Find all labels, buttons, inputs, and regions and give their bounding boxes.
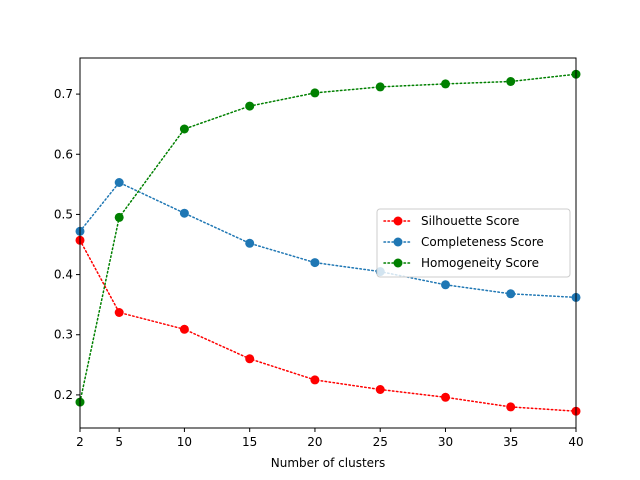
x-tick-label: 40 [568,435,583,449]
data-point [245,101,255,111]
x-tick-label: 25 [373,435,388,449]
legend-label: Completeness Score [421,235,544,249]
legend-item: Completeness Score [383,235,544,249]
data-point [114,308,124,317]
y-tick-label: 0.4 [54,268,73,282]
y-tick-label: 0.3 [54,328,73,342]
data-point [506,289,516,299]
x-tick-label: 20 [307,435,322,449]
data-point [179,208,189,218]
legend-item: Silhouette Score [383,214,519,228]
y-tick-label: 0.5 [54,207,73,221]
x-tick-label: 30 [438,435,453,449]
legend-marker [393,237,403,247]
data-point [310,88,320,98]
x-tick-label: 35 [503,435,518,449]
axes-frame [79,57,577,429]
x-tick-label: 10 [177,435,192,449]
y-tick-label: 0.7 [54,87,73,101]
x-axis: 2 5 10 15 20 25 30 35 40 [76,428,584,449]
legend-item: Homogeneity Score [383,256,539,270]
y-axis: 0.2 0.3 0.4 0.5 0.6 0.7 [54,87,80,402]
data-point [441,392,450,402]
data-point [245,354,255,364]
plot-area [75,69,581,416]
series-1 [75,235,581,416]
data-point [506,77,516,86]
data-point [179,124,189,134]
y-tick-label: 0.6 [54,147,73,161]
data-point [179,324,189,334]
data-point [375,385,385,394]
x-tick-label: 2 [76,435,84,449]
legend-box [376,208,571,278]
data-point [245,238,255,248]
data-point [441,280,450,290]
x-axis-label: Number of clusters [271,456,385,470]
data-point [506,402,516,412]
data-point [441,79,450,89]
data-point [114,178,124,187]
data-point [375,82,385,92]
legend: Silhouette Score Completeness Score Homoge… [376,208,571,278]
legend-label: Silhouette Score [421,214,519,228]
legend-label: Homogeneity Score [421,256,539,270]
series-line [79,73,577,403]
data-point [310,375,320,385]
legend-marker [393,258,403,268]
data-point [310,258,320,268]
data-point [114,212,124,222]
x-tick-label: 5 [115,435,123,449]
y-tick-label: 0.2 [54,388,73,402]
x-tick-label: 15 [242,435,257,449]
legend-marker [393,216,403,226]
series-3 [75,69,581,407]
